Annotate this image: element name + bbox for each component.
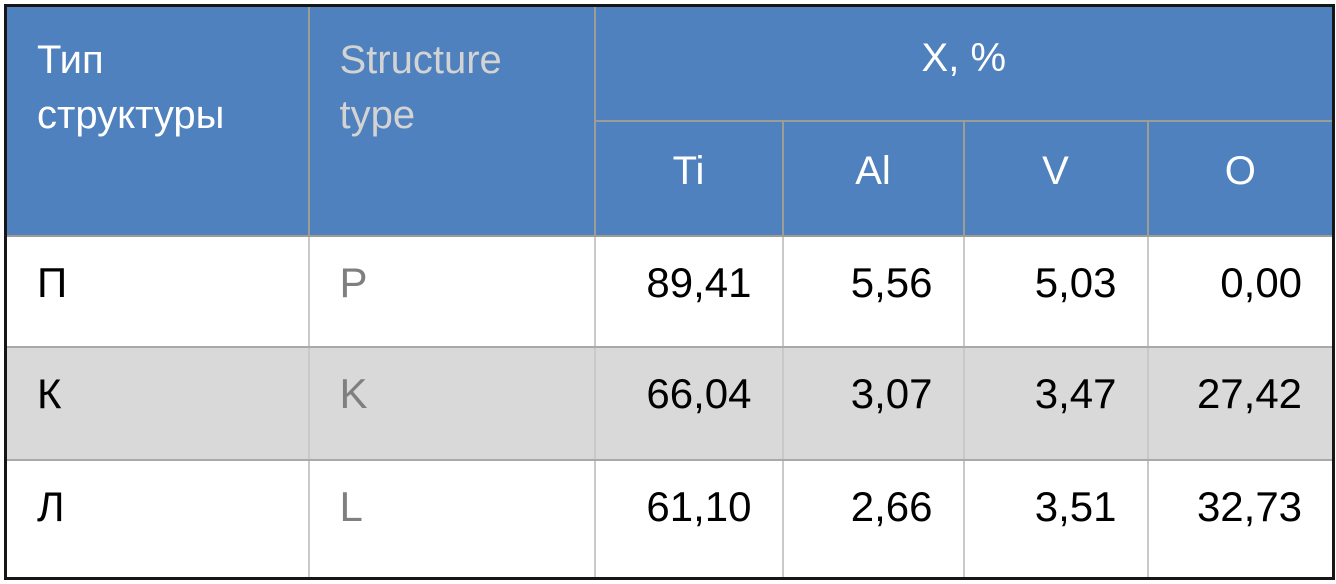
header-element-ti: Ti [593, 119, 784, 237]
cell-v-value: 3,51 [962, 459, 1149, 580]
header-x-percent: X, % [593, 4, 1335, 122]
cell-type-ru: Л [4, 459, 310, 580]
cell-o-value: 0,00 [1146, 234, 1335, 349]
cell-type-en: K [307, 346, 596, 462]
header-type-ru: Тип структуры [4, 4, 310, 237]
table-header: Тип структуры Structure type X, % Ti Al … [4, 4, 1335, 237]
table-row-p: П P 89,41 5,56 5,03 0,00 [4, 234, 1335, 349]
header-row-elements: Ti Al V O [6, 119, 1335, 237]
cell-ti-value: 61,10 [593, 459, 784, 580]
header-row-top: Тип структуры Structure type X, % [4, 4, 1335, 237]
header-element-v: V [962, 119, 1149, 237]
cell-type-ru: К [4, 346, 310, 462]
table-row-k: К K 66,04 3,07 3,47 27,42 [4, 346, 1335, 462]
header-element-al: Al [781, 119, 965, 237]
cell-ti-value: 66,04 [593, 346, 784, 462]
cell-v-value: 5,03 [962, 234, 1149, 349]
cell-type-ru: П [4, 234, 310, 349]
table-row-l: Л L 61,10 2,66 3,51 32,73 [4, 459, 1335, 580]
cell-o-value: 32,73 [1146, 459, 1335, 580]
cell-o-value: 27,42 [1146, 346, 1335, 462]
cell-type-en: P [307, 234, 596, 349]
cell-type-en: L [307, 459, 596, 580]
table-body: П P 89,41 5,56 5,03 0,00 К K 66,04 3,07 … [4, 234, 1335, 580]
cell-al-value: 5,56 [781, 234, 965, 349]
cell-ti-value: 89,41 [593, 234, 784, 349]
cell-al-value: 2,66 [781, 459, 965, 580]
header-type-en: Structure type [307, 4, 596, 237]
cell-al-value: 3,07 [781, 346, 965, 462]
cell-v-value: 3,47 [962, 346, 1149, 462]
header-element-o: O [1146, 119, 1335, 237]
composition-table: Тип структуры Structure type X, % Ti Al … [4, 4, 1336, 580]
